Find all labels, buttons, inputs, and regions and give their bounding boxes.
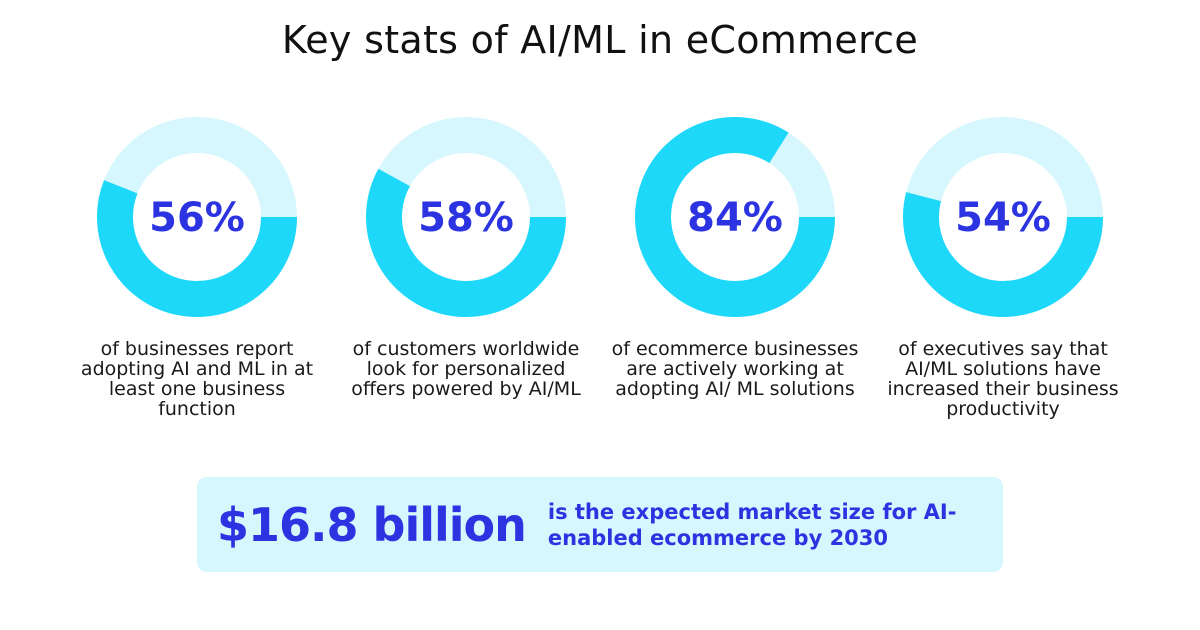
page-title: Key stats of AI/ML in eCommerce [281,18,919,62]
donut-chart: 54% [903,117,1103,317]
market-size-text: is the expected market size for AI-enabl… [547,499,957,550]
stat-percentage: 58% [418,195,514,241]
stat-percentage: 54% [955,195,1051,241]
donut-value-arc [635,117,835,317]
donut-value-arc [97,180,297,317]
donut-chart: 84% [635,117,835,317]
stat-description: of businesses report adopting AI and ML … [80,338,314,420]
stat-description: of executives say that AI/ML solutions h… [887,338,1119,420]
stat-description: of ecommerce businesses are actively wor… [611,338,859,400]
donut-chart: 56% [97,117,297,317]
stat-percentage: 56% [149,195,245,241]
stat-card: 84% of ecommerce businesses are actively… [605,117,865,399]
market-size-banner: $16.8 billion is the expected market siz… [197,477,1003,572]
stat-card: 54% of executives say that AI/ML solutio… [873,117,1133,419]
stat-card: 56% of businesses report adopting AI and… [67,117,327,419]
donut-chart: 58% [366,117,566,317]
stat-card: 58% of customers worldwide look for pers… [336,117,596,399]
donut-value-arc [903,192,1103,317]
stat-percentage: 84% [687,195,783,241]
donut-value-arc [366,168,566,317]
stat-description: of customers worldwide look for personal… [351,338,581,400]
market-size-value: $16.8 billion [217,497,527,552]
